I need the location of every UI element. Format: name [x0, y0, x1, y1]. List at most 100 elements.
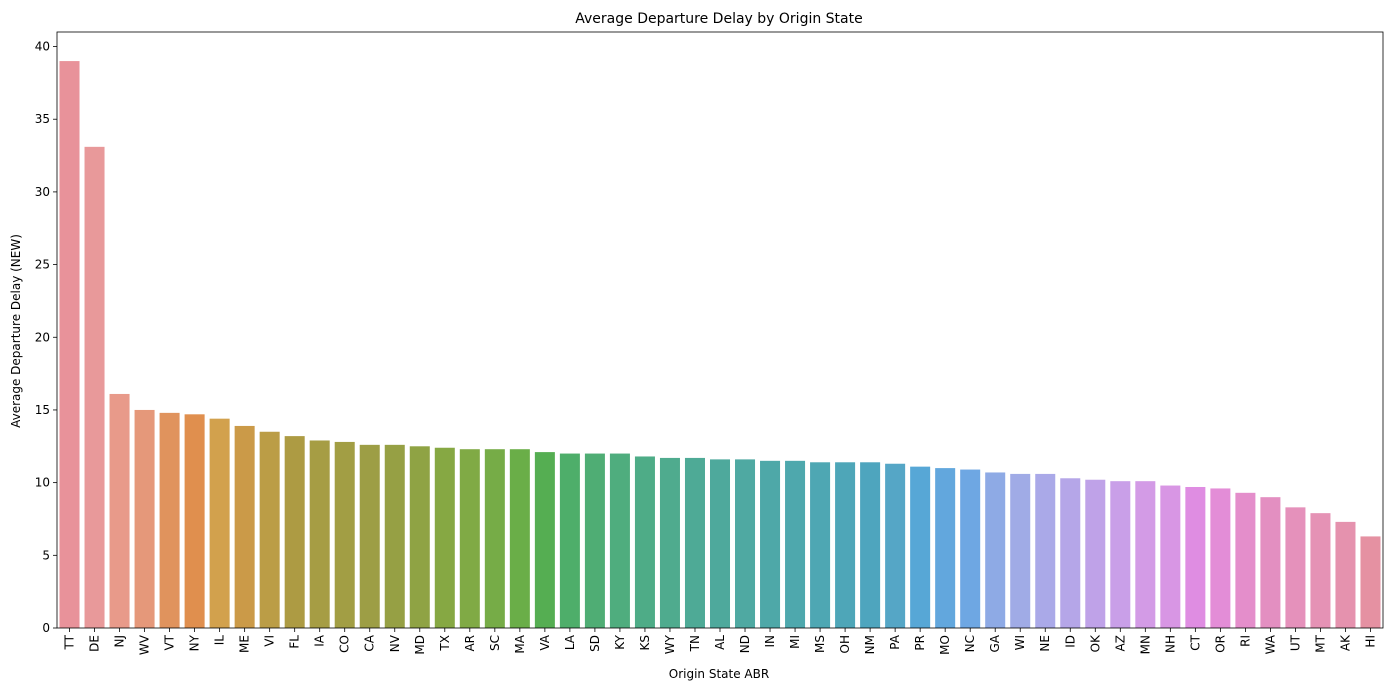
bar-ny: [184, 414, 205, 628]
x-tick-label: OH: [838, 635, 852, 653]
bar-pa: [885, 463, 906, 628]
bar-la: [559, 453, 580, 628]
bar-nh: [1160, 485, 1181, 628]
x-tick-label: AZ: [1113, 635, 1127, 651]
bar-vt: [159, 412, 180, 628]
y-tick-label: 35: [35, 112, 50, 126]
x-tick-label: NY: [188, 634, 202, 651]
bar-ct: [1185, 486, 1206, 628]
x-tick-label: TX: [438, 635, 452, 652]
x-tick-label: MO: [938, 635, 952, 655]
bar-oh: [835, 462, 856, 628]
x-tick-label: NC: [963, 635, 977, 652]
x-axis: TT DE NJ WV VT NY IL ME VI FL IA CO CA NV MD TX AR SC MA VA…: [63, 628, 1377, 655]
y-axis: 0 5 10 15 20 25 30 35 40: [35, 40, 57, 635]
x-tick-label: WY: [663, 634, 677, 654]
y-tick-label: 40: [35, 40, 50, 54]
x-tick-label: MD: [413, 635, 427, 655]
x-tick-label: VT: [163, 634, 177, 650]
x-tick-label: UT: [1288, 634, 1302, 651]
bar-tt: [59, 61, 80, 628]
x-tick-label: HI: [1363, 635, 1377, 648]
x-tick-label: OR: [1213, 635, 1227, 653]
bar-mt: [1310, 513, 1331, 628]
bar-co: [334, 441, 355, 628]
x-tick-label: SC: [488, 635, 502, 651]
x-tick-label: IA: [313, 634, 327, 647]
bar-nd: [735, 459, 756, 628]
x-tick-label: NM: [863, 635, 877, 654]
x-tick-label: IL: [213, 635, 227, 646]
x-tick-label: CT: [1188, 634, 1202, 650]
bar-or: [1210, 488, 1231, 628]
x-tick-label: DE: [88, 635, 102, 652]
bar-md: [409, 446, 430, 628]
bar-il: [209, 418, 230, 628]
x-tick-label: MT: [1313, 634, 1327, 652]
bar-hi: [1360, 536, 1381, 628]
x-tick-label: ME: [238, 635, 252, 653]
y-tick-label: 10: [35, 476, 50, 490]
bar-pr: [910, 466, 931, 628]
x-tick-label: KS: [638, 635, 652, 651]
x-tick-label: WV: [138, 634, 152, 655]
x-tick-label: FL: [288, 635, 302, 649]
x-tick-label: NE: [1038, 635, 1052, 652]
y-tick-label: 25: [35, 258, 50, 272]
x-tick-label: PR: [913, 635, 927, 651]
x-tick-label: AK: [1338, 634, 1352, 651]
bar-mo: [935, 468, 956, 628]
bar-ar: [459, 449, 480, 628]
bar-tn: [684, 457, 705, 628]
x-tick-label: MA: [513, 634, 527, 653]
y-axis-title: Average Departure Delay (NEW): [9, 234, 23, 428]
x-tick-label: MI: [788, 635, 802, 649]
bar-ut: [1285, 507, 1306, 628]
bar-ks: [634, 456, 655, 628]
bar-va: [534, 452, 555, 628]
x-tick-label: NH: [1163, 635, 1177, 653]
x-tick-label: LA: [563, 634, 577, 650]
bar-nv: [384, 444, 405, 628]
bar-ia: [309, 440, 330, 628]
x-tick-label: NJ: [113, 635, 127, 648]
bar-ca: [359, 444, 380, 628]
bar-me: [234, 425, 255, 628]
x-tick-label: CA: [363, 634, 377, 651]
bar-ri: [1235, 492, 1256, 628]
bar-ak: [1335, 521, 1356, 628]
x-tick-label: AR: [463, 635, 477, 652]
x-tick-label: NV: [388, 634, 402, 652]
chart-title: Average Departure Delay by Origin State: [575, 11, 862, 27]
bar-mn: [1135, 481, 1156, 628]
x-tick-label: ID: [1063, 635, 1077, 648]
x-tick-label: KY: [613, 634, 627, 649]
x-tick-label: OK: [1088, 634, 1102, 652]
x-tick-label: WA: [1263, 634, 1277, 654]
bar-de: [84, 146, 105, 628]
x-tick-label: VA: [538, 634, 552, 650]
bar-wy: [659, 457, 680, 628]
bar-al: [709, 459, 731, 628]
bar-nj: [109, 393, 130, 628]
y-tick-label: 0: [42, 621, 50, 635]
x-tick-label: CO: [338, 635, 352, 653]
x-tick-label: TT: [63, 634, 77, 650]
bar-tx: [434, 447, 455, 628]
x-tick-label: IN: [763, 635, 777, 648]
x-tick-label: SD: [588, 635, 602, 652]
bar-in: [760, 460, 781, 628]
bar-ky: [609, 453, 630, 628]
bar-ne: [1035, 473, 1056, 628]
x-tick-label: PA: [888, 634, 902, 649]
bar-fl: [284, 436, 305, 628]
x-tick-label: TN: [688, 635, 702, 652]
y-tick-label: 20: [35, 330, 50, 344]
plot-frame: [56, 31, 1384, 629]
y-tick-label: 30: [35, 185, 50, 199]
bar-vi: [259, 431, 280, 628]
bar-sc: [484, 449, 505, 628]
y-tick-label: 5: [42, 548, 50, 562]
bars-group: [59, 61, 1381, 628]
